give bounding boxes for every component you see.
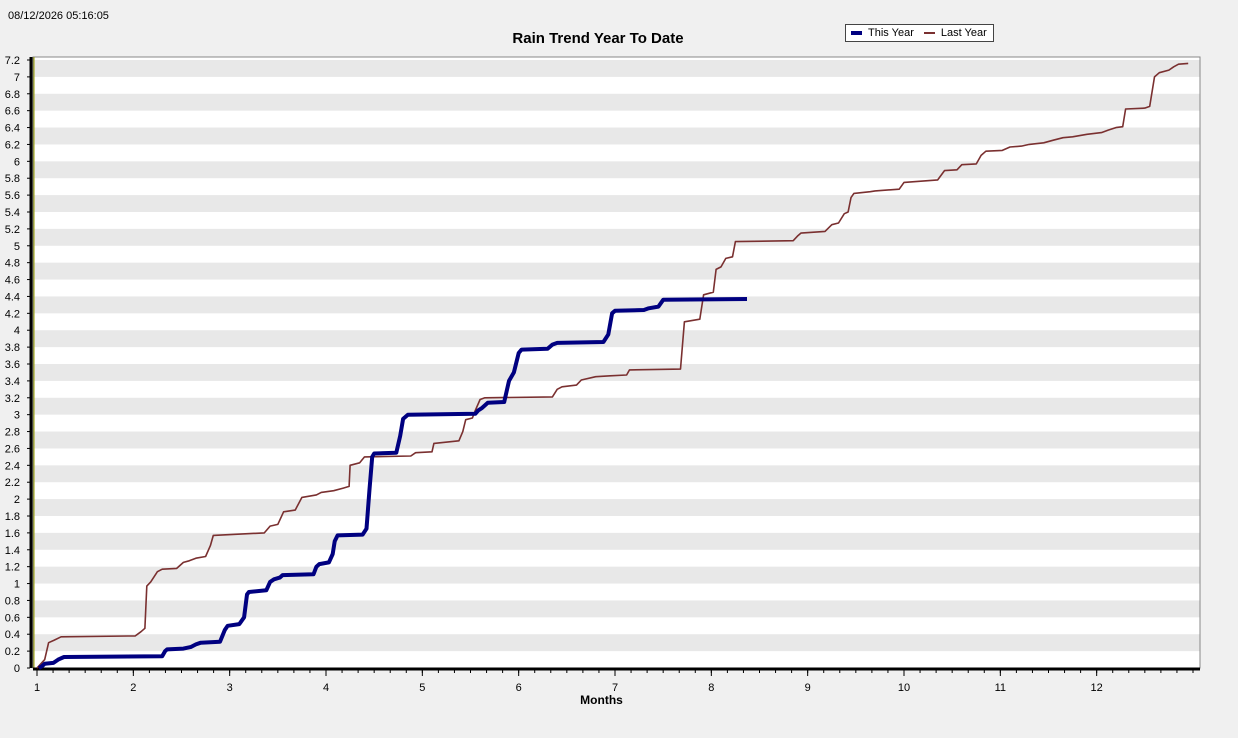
x-tick-label: 1 (34, 682, 40, 694)
chart-legend: This Year Last Year (845, 24, 994, 42)
x-tick-label: 12 (1091, 682, 1103, 694)
grid-band (33, 634, 1200, 652)
x-tick-label: 2 (130, 682, 136, 694)
x-tick-label: 8 (708, 682, 714, 694)
y-tick-label: 7 (14, 72, 20, 84)
grid-band (33, 161, 1200, 179)
y-tick-label: 0.6 (5, 612, 20, 624)
x-axis-label: Months (580, 693, 623, 707)
y-tick-label: 4 (14, 325, 20, 337)
grid-band (33, 195, 1200, 212)
x-tick-label: 9 (805, 682, 811, 694)
y-tick-label: 6.8 (5, 89, 20, 101)
plot-background (33, 57, 1200, 668)
y-tick-label: 1.4 (5, 545, 20, 557)
y-tick-label: 5 (14, 241, 20, 253)
grid-band (33, 499, 1200, 516)
grid-band (33, 330, 1200, 348)
y-tick-label: 1 (14, 579, 20, 591)
series-line-this-year (37, 297, 748, 670)
y-tick-label: 5.4 (5, 207, 20, 219)
plot-bands (33, 57, 1200, 668)
y-tick-label: 3.4 (5, 376, 20, 388)
y-tick-label: 6 (14, 156, 20, 168)
grid-band (33, 397, 1200, 415)
grid-band (33, 296, 1200, 314)
x-tick-label: 11 (995, 682, 1006, 694)
x-tick-label: 6 (516, 682, 522, 694)
grid-band (33, 60, 1200, 77)
x-axis: 1 2 3 4 5 6 7 8 9 10 11 12 (33, 667, 1200, 694)
grid-band (33, 532, 1200, 550)
y-tick-label: 4.6 (5, 275, 20, 287)
y-tick-label: 7.2 (5, 55, 20, 67)
grid-band (33, 465, 1200, 483)
grid-band (33, 431, 1200, 449)
y-tick-label: 5.2 (5, 224, 20, 236)
grid-band (33, 600, 1200, 618)
y-tick-label: 6.6 (5, 106, 20, 118)
y-tick-label: 3 (14, 410, 20, 422)
y-tick-label: 1.8 (5, 511, 20, 523)
y-tick-label: 6.4 (5, 123, 20, 135)
y-tick-label: 0.8 (5, 595, 20, 607)
y-tick-label: 0.4 (5, 629, 20, 641)
chart-title: Rain Trend Year To Date (512, 30, 684, 47)
y-tick-label: 4.8 (5, 258, 20, 270)
y-tick-label: 2.2 (5, 477, 20, 489)
series-lines (36, 62, 1189, 670)
y-tick-label: 2.6 (5, 443, 20, 455)
y-tick-label: 2 (14, 494, 20, 506)
y-tick-label: 3.8 (5, 342, 20, 354)
legend-item-this-year: This Year (851, 27, 914, 39)
y-tick-label: 4.2 (5, 308, 20, 320)
y-tick-label: 6.2 (5, 139, 20, 151)
x-tick-label: 5 (419, 682, 425, 694)
y-tick-label: 2.4 (5, 460, 20, 472)
legend-item-last-year: Last Year (923, 27, 987, 39)
y-tick-label: 5.6 (5, 190, 20, 202)
y-tick-label: 1.2 (5, 562, 20, 574)
y-tick-label: 5.8 (5, 173, 20, 185)
y-tick-label: 0 (14, 663, 20, 675)
y-tick-label: 2.8 (5, 427, 20, 439)
grid-band (33, 127, 1200, 145)
grid-band (33, 228, 1200, 246)
y-tick-label: 3.6 (5, 359, 20, 371)
y-axis: 0 0.2 0.4 0.6 0.8 1 1.2 1.4 1.6 1.8 2 2.2 2.4 2.6 2.8 3… (5, 55, 35, 675)
y-tick-label: 0.2 (5, 646, 20, 658)
x-tick-label: 3 (227, 682, 233, 694)
y-tick-label: 3.2 (5, 393, 20, 405)
timestamp-label: 08/12/2026 05:16:05 (8, 10, 109, 22)
legend-swatch-this-year (851, 31, 862, 35)
grid-band (33, 364, 1200, 381)
series-line-last-year (36, 62, 1189, 669)
y-tick-label: 1.6 (5, 528, 20, 540)
x-tick-label: 7 (612, 682, 618, 694)
legend-swatch-last-year (923, 32, 935, 34)
legend-label-this-year: This Year (868, 27, 914, 39)
grid-band (33, 566, 1200, 584)
x-tick-label: 10 (898, 682, 910, 694)
y-tick-label: 4.4 (5, 291, 20, 303)
grid-band (33, 262, 1200, 280)
grid-band (33, 93, 1200, 111)
legend-label-last-year: Last Year (940, 27, 987, 39)
x-tick-label: 4 (323, 682, 329, 694)
